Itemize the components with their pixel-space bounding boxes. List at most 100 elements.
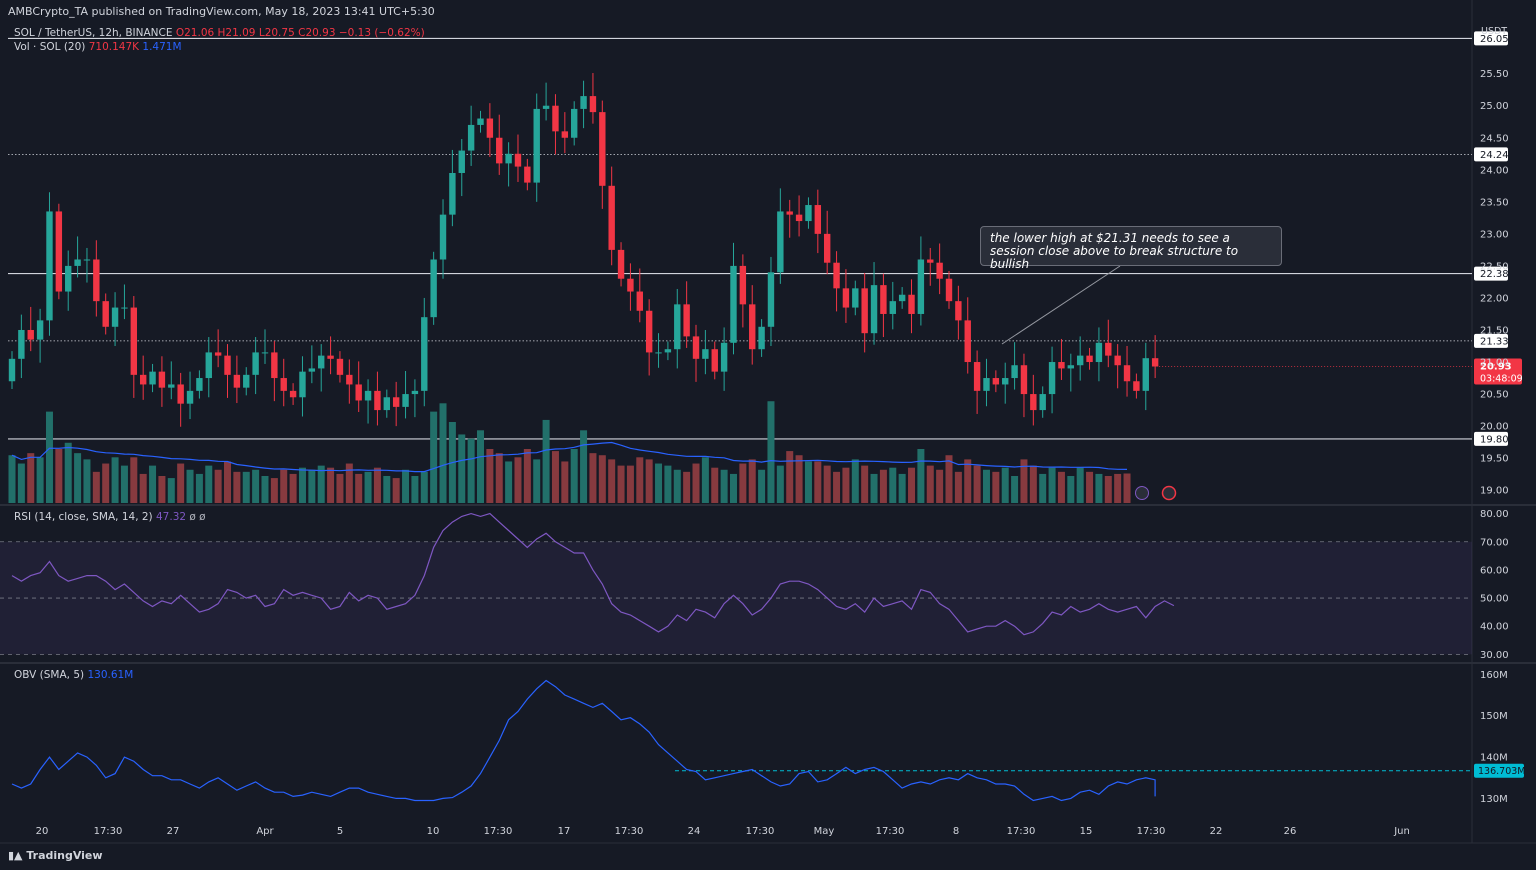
volume-bar <box>1029 465 1037 503</box>
volume-bar <box>233 471 241 503</box>
price-tick-label: 23.00 <box>1480 229 1509 240</box>
candle-body <box>823 233 831 263</box>
candle-body <box>861 288 868 334</box>
candle-body <box>93 259 100 302</box>
price-tick-label: 25.50 <box>1480 69 1509 80</box>
volume-bar <box>111 457 119 503</box>
volume-bar <box>992 471 1000 503</box>
time-tick-label: 10 <box>427 826 440 837</box>
volume-bar <box>533 459 541 503</box>
volume-bar <box>936 469 944 503</box>
candle-body <box>833 262 840 289</box>
candle-body <box>46 211 53 321</box>
time-tick-label: 17 <box>558 826 571 837</box>
volume-bar <box>720 469 728 503</box>
volume-bar <box>149 465 157 503</box>
last-price-label: 20.93 <box>1480 362 1512 373</box>
volume-bar <box>898 473 906 503</box>
candle-body <box>805 205 812 222</box>
rsi-tick-label: 30.00 <box>1480 650 1509 661</box>
volume-bar <box>45 411 53 503</box>
candle-body <box>121 307 128 309</box>
volume-bar <box>430 411 438 503</box>
volume-bar <box>92 471 100 503</box>
volume-bar <box>177 463 185 503</box>
candle-body <box>589 96 597 113</box>
volume-bar <box>495 453 503 503</box>
candle-body <box>739 265 747 305</box>
volume-bar <box>889 467 897 503</box>
volume-bar <box>814 461 822 503</box>
volume-bar <box>27 453 35 503</box>
level-label: 19.80 <box>1480 434 1509 445</box>
volume-bar <box>242 471 250 503</box>
candle-body <box>786 211 793 215</box>
volume-bar <box>701 457 709 503</box>
candle-body <box>636 291 643 311</box>
volume-bar <box>514 457 522 503</box>
price-tick-label: 19.50 <box>1480 454 1509 465</box>
volume-bar <box>139 473 147 503</box>
time-tick-label: Jun <box>1393 826 1410 837</box>
volume-bar <box>795 455 803 503</box>
volume-label: Vol · SOL (20) <box>14 41 86 53</box>
obv-pane: 160M 150M 140M 130M 136.703M <box>11 670 1525 805</box>
candle-body <box>477 118 484 125</box>
rsi-tick-label: 80.00 <box>1480 509 1509 520</box>
volume-bar <box>36 457 44 503</box>
volume-bar <box>1039 473 1047 503</box>
candle-body <box>74 259 81 266</box>
volume-bar <box>748 459 756 503</box>
volume-bar <box>420 471 428 503</box>
candle-body <box>308 368 316 372</box>
candle-body <box>336 358 344 375</box>
volume-bar <box>954 471 962 503</box>
price-tick-label: 23.50 <box>1480 197 1509 208</box>
annotation-callout[interactable]: the lower high at $21.31 needs to see a … <box>980 226 1282 271</box>
candle-body <box>374 390 381 411</box>
candle-body <box>158 371 166 388</box>
volume-bar <box>373 467 381 503</box>
volume-bar <box>580 430 588 503</box>
obv-tick-label: 150M <box>1480 711 1508 722</box>
volume-bar <box>908 467 916 503</box>
candle-body <box>795 214 803 222</box>
obv-label: OBV (SMA, 5) <box>14 669 85 681</box>
candle-body <box>758 326 765 350</box>
volume-bar <box>598 455 606 503</box>
level-tag <box>1474 266 1508 281</box>
candle-body <box>908 294 915 314</box>
grid-lines <box>0 0 1536 844</box>
candle-body <box>571 108 578 138</box>
rsi-tick-label: 60.00 <box>1480 565 1509 576</box>
candle-body <box>505 153 512 164</box>
ohlc-low: L20.75 <box>258 27 295 39</box>
time-tick-label: 26 <box>1284 826 1297 837</box>
candle-body <box>1133 381 1140 391</box>
candle-body <box>168 384 175 388</box>
candle-body <box>524 166 531 183</box>
candle-body <box>299 371 306 398</box>
candle-body <box>1114 355 1121 366</box>
candle-body <box>936 262 943 279</box>
candle-body <box>486 118 494 138</box>
volume-bar <box>692 463 700 503</box>
volume-bar <box>83 459 91 503</box>
obv-legend: OBV (SMA, 5) 130.61M <box>14 669 133 681</box>
candle-body <box>1002 378 1009 385</box>
candle-body <box>1151 358 1159 367</box>
price-tick-label: 25.00 <box>1480 101 1509 112</box>
candle-body <box>702 349 709 359</box>
rsi-line <box>11 512 1175 636</box>
volume-bar <box>767 401 775 503</box>
volume-bar <box>355 473 363 503</box>
candle-body <box>552 105 559 132</box>
candle-body <box>561 131 569 138</box>
annotation-pointer <box>1001 265 1121 345</box>
rsi-tick-label: 70.00 <box>1480 537 1509 548</box>
candle-body <box>130 307 138 375</box>
candle-body <box>411 390 419 395</box>
candle-body <box>1058 362 1065 369</box>
time-tick-label: 17:30 <box>746 826 775 837</box>
candle-body <box>186 390 194 404</box>
